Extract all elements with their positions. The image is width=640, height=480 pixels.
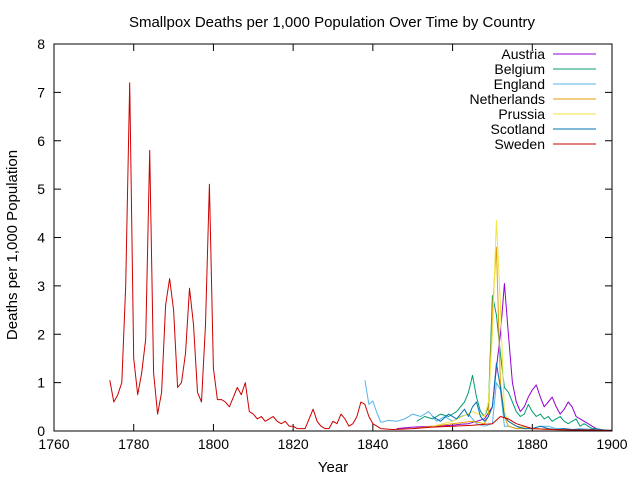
- legend: AustriaBelgiumEnglandNetherlandsPrussiaS…: [470, 46, 596, 152]
- legend-label-england: England: [494, 76, 545, 92]
- x-tick-label: 1760: [38, 436, 69, 452]
- x-tick-label: 1840: [357, 436, 388, 452]
- y-tick-label: 8: [37, 36, 45, 52]
- series-line-belgium: [416, 295, 597, 430]
- series-line-sweden: [109, 82, 613, 431]
- x-tick-label: 1900: [596, 436, 627, 452]
- x-tick-label: 1800: [198, 436, 229, 452]
- x-tick-label: 1780: [118, 436, 149, 452]
- legend-label-sweden: Sweden: [494, 136, 545, 152]
- y-tick-label: 6: [37, 133, 45, 149]
- plot-area: [109, 82, 613, 431]
- y-tick-label: 5: [37, 181, 45, 197]
- legend-label-belgium: Belgium: [494, 61, 545, 77]
- plot-frame: [53, 43, 613, 432]
- y-tick-label: 0: [37, 423, 45, 439]
- legend-label-scotland: Scotland: [491, 121, 545, 137]
- y-tick-label: 1: [37, 375, 45, 391]
- y-axis-label: Deaths per 1,000 Population: [4, 150, 21, 340]
- x-tick-label: 1880: [517, 436, 548, 452]
- y-tick-label: 3: [37, 278, 45, 294]
- x-axis-label: Year: [318, 459, 348, 476]
- series-line-austria: [396, 283, 597, 430]
- y-tick-label: 7: [37, 84, 45, 100]
- axes: 1760 1780 1800 1820 1840 1860 1880 1900 0 1 2 3 4 5 6 7…: [37, 36, 628, 452]
- x-tick-label: 1860: [437, 436, 468, 452]
- chart-title: Smallpox Deaths per 1,000 Population Ove…: [129, 14, 536, 31]
- legend-label-netherlands: Netherlands: [470, 91, 546, 107]
- y-tick-label: 4: [37, 230, 45, 246]
- legend-label-austria: Austria: [501, 46, 545, 62]
- legend-label-prussia: Prussia: [498, 106, 545, 122]
- y-tick-label: 2: [37, 326, 45, 342]
- x-tick-label: 1820: [278, 436, 309, 452]
